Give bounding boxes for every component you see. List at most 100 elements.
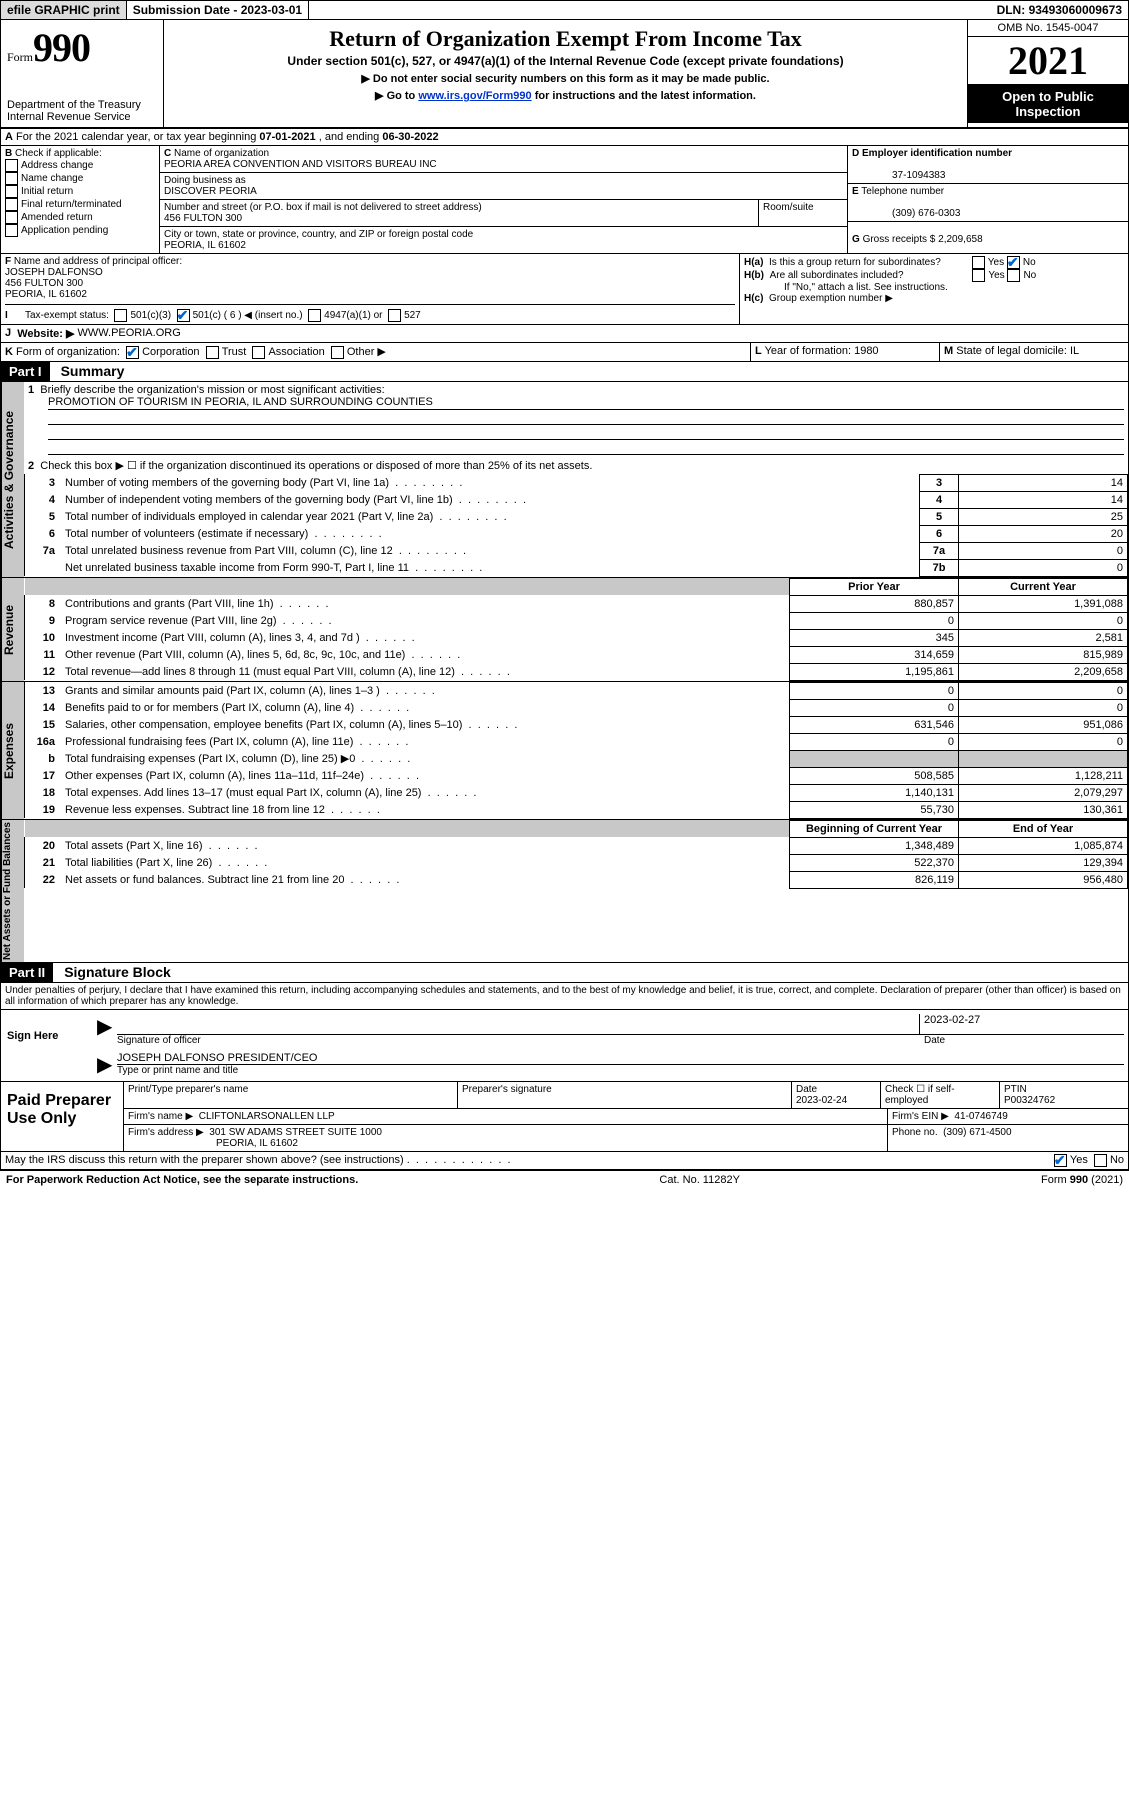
chk-corp[interactable] (126, 346, 139, 359)
c-name-label: Name of organization (174, 148, 269, 159)
form-subtitle: Under section 501(c), 527, or 4947(a)(1)… (170, 54, 961, 68)
firm-addr2: PEORIA, IL 61602 (216, 1138, 298, 1149)
d-label: Employer identification number (862, 148, 1012, 159)
l-label: Year of formation: (765, 345, 851, 357)
efile-print-button[interactable]: efile GRAPHIC print (1, 1, 127, 19)
f-label: Name and address of principal officer: (14, 256, 182, 267)
k-label: Form of organization: (16, 346, 120, 358)
prep-sig-label: Preparer's signature (458, 1082, 792, 1108)
chk-527[interactable] (388, 309, 401, 322)
sig-officer-label: Signature of officer (117, 1035, 924, 1046)
chk-assoc[interactable] (252, 346, 265, 359)
dln-value: 93493060009673 (1029, 3, 1122, 17)
table-expenses: 13 Grants and similar amounts paid (Part… (24, 682, 1128, 819)
page-footer: For Paperwork Reduction Act Notice, see … (0, 1171, 1129, 1189)
line-j: J Website: ▶ WWW.PEORIA.ORG (1, 325, 1128, 343)
street-label: Number and street (or P.O. box if mail i… (164, 202, 482, 213)
chk-ha-no[interactable] (1007, 256, 1020, 269)
phone-value: (309) 676-0303 (892, 208, 960, 219)
sig-type-label: Type or print name and title (117, 1065, 1124, 1076)
section-revenue: Revenue Prior Year Current Year8 Contrib… (1, 577, 1128, 681)
chk-pending[interactable] (5, 224, 18, 237)
part2-head: Part II Signature Block (1, 963, 1128, 983)
state-domicile: IL (1070, 345, 1079, 357)
firm-ein-label: Firm's EIN ▶ (892, 1111, 949, 1122)
part1-head: Part I Summary (1, 362, 1128, 382)
j-label: Website: ▶ (17, 327, 74, 340)
chk-discuss-no[interactable] (1094, 1154, 1107, 1167)
prep-name-label: Print/Type preparer's name (124, 1082, 458, 1108)
chk-name-change[interactable] (5, 172, 18, 185)
irs-label: Internal Revenue Service (7, 111, 157, 123)
section-expenses: Expenses 13 Grants and similar amounts p… (1, 681, 1128, 819)
chk-ha-yes[interactable] (972, 256, 985, 269)
form-no: 990 (33, 25, 90, 70)
open-public: Open to Public Inspection (968, 85, 1128, 123)
form-number: Form990 (7, 24, 157, 71)
chk-discuss-yes[interactable] (1054, 1154, 1067, 1167)
hb-note: If "No," attach a list. See instructions… (744, 282, 1124, 293)
street-value: 456 FULTON 300 (164, 213, 242, 224)
footer-left: For Paperwork Reduction Act Notice, see … (6, 1174, 358, 1186)
i-2: 4947(a)(1) or (324, 310, 382, 321)
chk-final[interactable] (5, 198, 18, 211)
g-label: Gross receipts $ (863, 234, 936, 245)
mission-text: PROMOTION OF TOURISM IN PEORIA, IL AND S… (48, 396, 1124, 410)
submission-date: Submission Date - 2023-03-01 (127, 1, 309, 19)
b-5: Application pending (21, 225, 108, 236)
chk-hb-yes[interactable] (972, 269, 985, 282)
dln-label: DLN: (997, 3, 1029, 17)
officer-name: JOSEPH DALFONSO (5, 267, 103, 278)
city-value: PEORIA, IL 61602 (164, 240, 246, 251)
chk-501c[interactable] (177, 309, 190, 322)
discuss-text: May the IRS discuss this return with the… (5, 1154, 404, 1167)
chk-other[interactable] (331, 346, 344, 359)
room-label: Room/suite (763, 202, 814, 213)
k-1: Trust (222, 346, 247, 358)
chk-4947[interactable] (308, 309, 321, 322)
i-1: 501(c) ( 6 ) ◀ (insert no.) (193, 310, 303, 321)
chk-amended[interactable] (5, 211, 18, 224)
irs-link[interactable]: www.irs.gov/Form990 (418, 90, 531, 102)
officer-city: PEORIA, IL 61602 (5, 289, 87, 300)
chk-hb-no[interactable] (1007, 269, 1020, 282)
form-990-page: efile GRAPHIC print Submission Date - 20… (0, 0, 1129, 1171)
chk-501c3[interactable] (114, 309, 127, 322)
ptin-value: P00324762 (1004, 1095, 1055, 1106)
paid-preparer-block: Paid Preparer Use Only Print/Type prepar… (1, 1082, 1128, 1152)
q2-text: Check this box ▶ ☐ if the organization d… (40, 460, 592, 472)
part2-title: Signature Block (56, 962, 179, 982)
ha-text: Is this a group return for subordinates? (769, 257, 969, 268)
f-h-block: F Name and address of principal officer:… (1, 254, 1128, 325)
form-title: Return of Organization Exempt From Incom… (170, 26, 961, 52)
city-label: City or town, state or province, country… (164, 229, 473, 240)
section-netassets: Net Assets or Fund Balances Beginning of… (1, 819, 1128, 963)
form-header: Form990 Department of the Treasury Inter… (1, 20, 1128, 129)
col-b: B Check if applicable: Address change Na… (1, 146, 160, 253)
part1-title: Summary (53, 361, 133, 381)
year-formation: 1980 (854, 345, 878, 357)
chk-address-change[interactable] (5, 159, 18, 172)
part1-label: Part I (1, 362, 50, 381)
discuss-line: May the IRS discuss this return with the… (1, 1152, 1128, 1170)
chk-initial[interactable] (5, 185, 18, 198)
sign-here-block: Sign Here ▶ 2023-02-27 Signature of offi… (1, 1010, 1128, 1082)
tab-activities: Activities & Governance (1, 382, 24, 577)
firm-addr1: 301 SW ADAMS STREET SUITE 1000 (209, 1127, 382, 1138)
subdate-label: Submission Date - (133, 3, 241, 17)
footer-right: Form 990 (2021) (1041, 1174, 1123, 1186)
firm-addr-label: Firm's address ▶ (128, 1127, 204, 1138)
b-2: Initial return (21, 186, 73, 197)
prep-date-value: 2023-02-24 (796, 1095, 847, 1106)
chk-trust[interactable] (206, 346, 219, 359)
paid-preparer-label: Paid Preparer Use Only (1, 1082, 123, 1151)
prep-date-label: Date (796, 1084, 817, 1095)
hb-text: Are all subordinates included? (770, 270, 970, 281)
note-ssn: ▶ Do not enter social security numbers o… (170, 72, 961, 85)
b-4: Amended return (21, 212, 93, 223)
i-0: 501(c)(3) (130, 310, 171, 321)
firm-phone-value: (309) 671-4500 (943, 1127, 1011, 1138)
firm-phone-label: Phone no. (892, 1127, 938, 1138)
topbar: efile GRAPHIC print Submission Date - 20… (1, 1, 1128, 20)
perjury-declaration: Under penalties of perjury, I declare th… (1, 983, 1128, 1010)
